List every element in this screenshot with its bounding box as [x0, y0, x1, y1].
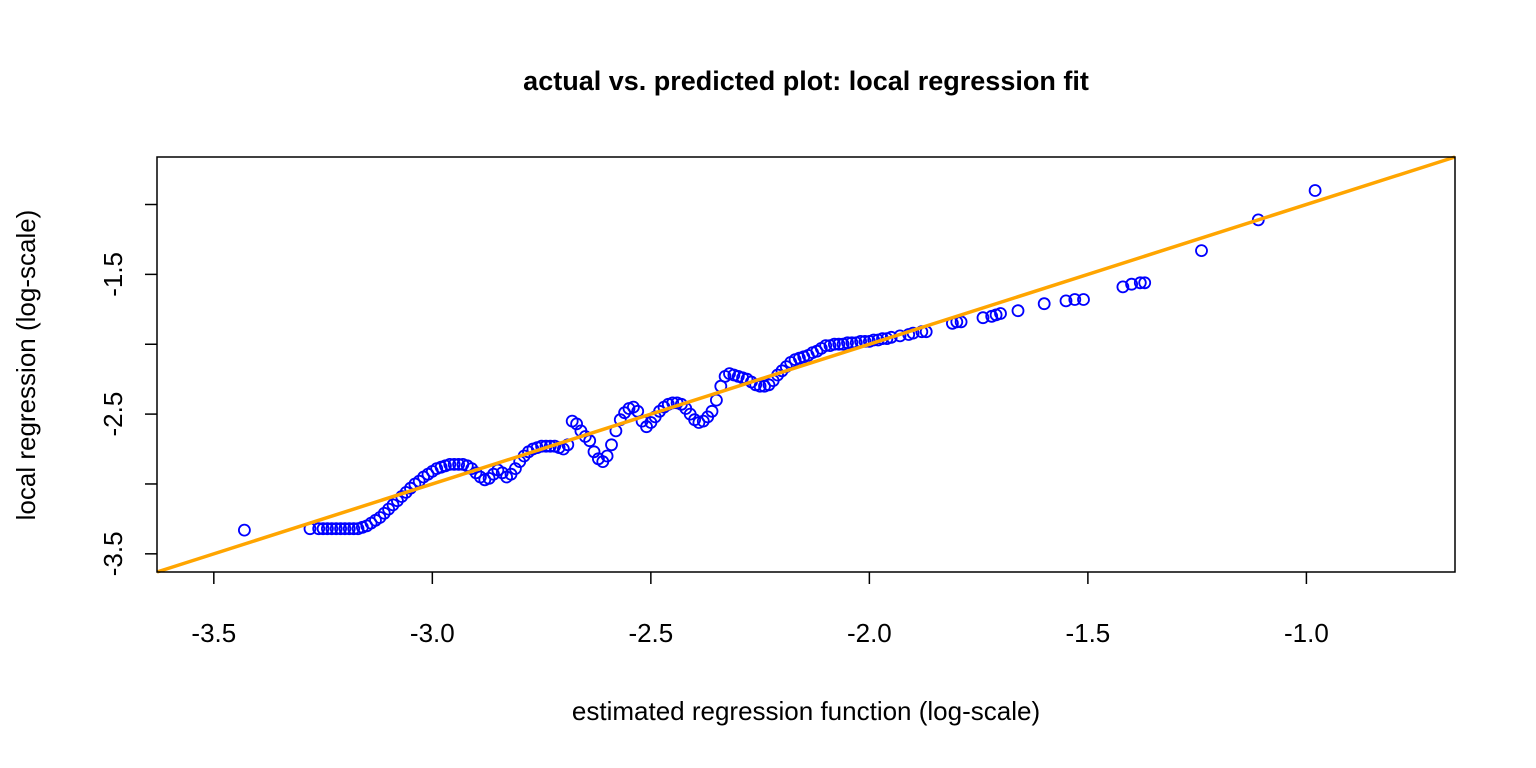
x-tick-label: -1.5: [1065, 618, 1110, 648]
data-point: [618, 406, 631, 420]
data-point: [334, 522, 348, 536]
y-tick-label: -3.5: [98, 531, 128, 576]
data-point: [1077, 293, 1090, 306]
data-point: [1133, 276, 1147, 290]
data-point: [640, 420, 653, 434]
x-tick-label: -3.5: [191, 618, 236, 648]
data-point: [1116, 280, 1130, 294]
data-point: [705, 404, 719, 418]
data-point: [329, 522, 343, 536]
identity-reference-line: [156, 155, 1456, 574]
data-point: [312, 522, 326, 536]
data-point: [1011, 304, 1025, 318]
x-tick-label: -2.0: [847, 618, 892, 648]
data-point: [696, 414, 710, 428]
data-point: [347, 522, 361, 536]
data-point: [762, 378, 776, 392]
data-point: [342, 522, 356, 536]
y-tick-label: -1.5: [98, 252, 128, 297]
data-point: [1059, 294, 1073, 308]
data-point: [600, 449, 614, 463]
points-layer: [237, 184, 1322, 537]
data-point: [1195, 244, 1208, 258]
data-point: [994, 307, 1007, 320]
data-point: [377, 506, 391, 520]
data-point: [1138, 276, 1152, 290]
data-point: [710, 393, 723, 407]
data-point: [482, 471, 496, 485]
data-point: [976, 311, 990, 325]
plot-frame: [156, 156, 1456, 573]
data-point: [237, 523, 251, 537]
data-point: [627, 400, 640, 414]
data-point: [452, 457, 466, 471]
data-point: [386, 498, 400, 512]
data-point: [320, 522, 334, 536]
data-point: [841, 336, 854, 350]
data-point: [1308, 184, 1322, 197]
x-tick-label: -3.0: [410, 618, 455, 648]
data-point: [443, 457, 457, 471]
data-point: [447, 457, 461, 471]
y-axis-label: local regression (log-scale): [11, 210, 41, 521]
x-axis: -3.5 -3.0 -2.5 -2.0 -1.5 -1.0: [191, 572, 1329, 648]
chart-title: actual vs. predicted plot: local regress…: [523, 66, 1089, 96]
data-point: [373, 511, 387, 524]
data-point: [338, 522, 352, 536]
data-point: [487, 467, 500, 481]
data-point: [570, 417, 583, 431]
data-point: [605, 438, 618, 452]
data-point: [382, 502, 396, 516]
data-point: [819, 339, 833, 353]
y-axis: -3.5 -2.5 -1.5: [98, 203, 157, 576]
data-point: [495, 466, 509, 480]
data-point: [509, 462, 522, 476]
data-point: [325, 522, 339, 536]
x-tick-label: -2.5: [628, 618, 673, 648]
data-point: [832, 337, 846, 351]
data-point: [1068, 293, 1082, 306]
data-point: [1037, 297, 1051, 311]
x-tick-label: -1.0: [1284, 618, 1329, 648]
x-axis-label: estimated regression function (log-scale…: [572, 696, 1040, 726]
data-point: [1125, 277, 1138, 291]
y-tick-label: -2.5: [98, 392, 128, 437]
data-point: [828, 337, 841, 351]
data-point: [316, 522, 330, 536]
